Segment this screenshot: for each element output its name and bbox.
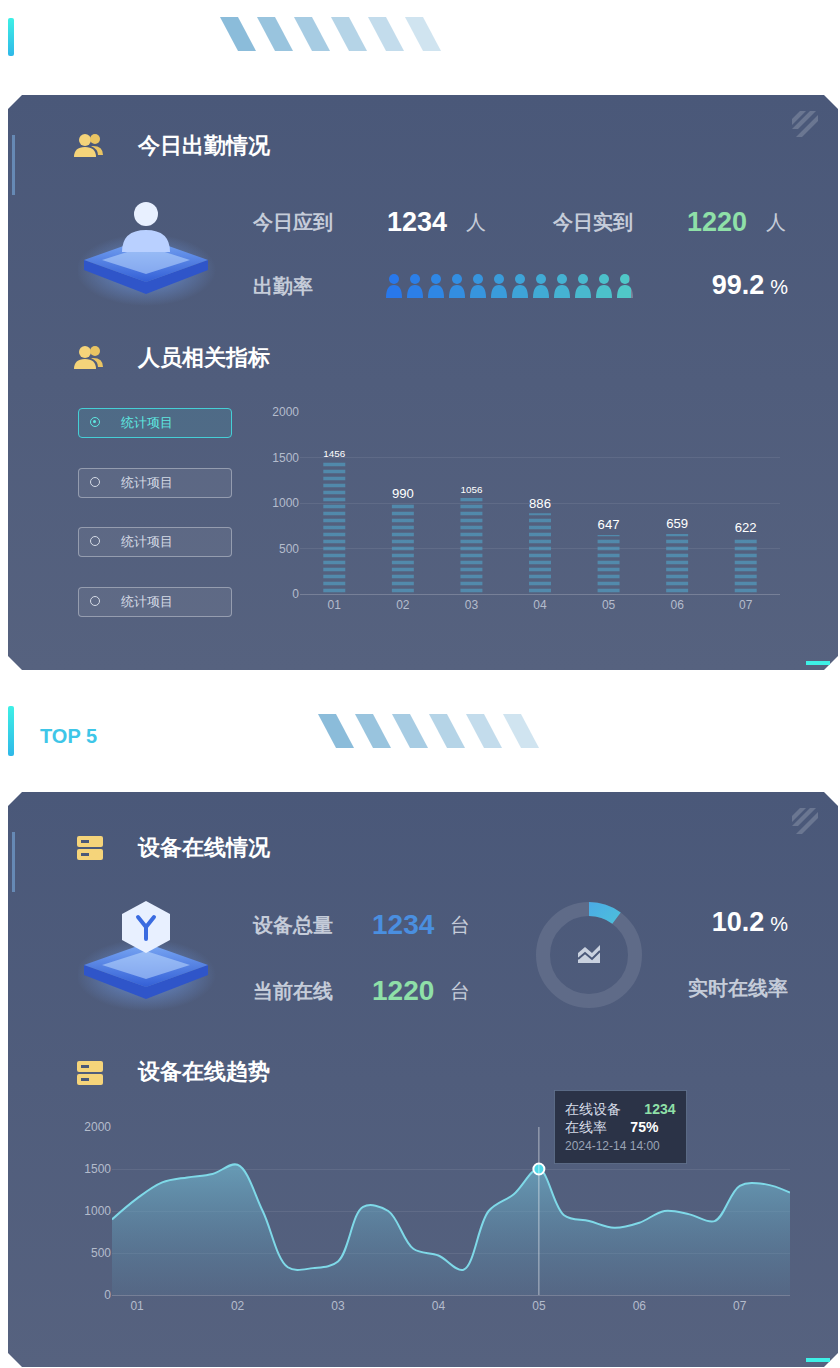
svg-text:500: 500 [279, 542, 299, 556]
html-text:TOP 5: TOP 5 [40, 725, 98, 747]
html-text:设备在线情况: 设备在线情况 [138, 835, 270, 860]
html-text:99.2 %: 99.2 % [711, 270, 788, 300]
svg-text:2000: 2000 [272, 405, 299, 419]
html-text:统计项目: 统计项目 [121, 475, 173, 490]
svg-text:1056: 1056 [460, 484, 482, 495]
svg-text:04: 04 [432, 1299, 446, 1313]
svg-text:01: 01 [328, 598, 342, 612]
html-text:1234: 1234 [387, 207, 448, 237]
svg-text:05: 05 [532, 1299, 546, 1313]
html-text:设备总量: 设备总量 [253, 914, 333, 936]
svg-text:02: 02 [231, 1299, 245, 1313]
html-text:人: 人 [766, 211, 786, 233]
svg-text:2000: 2000 [84, 1120, 111, 1134]
html-text:统计项目: 统计项目 [121, 415, 173, 430]
svg-text:01: 01 [130, 1299, 144, 1313]
html-text:人员相关指标: 人员相关指标 [138, 345, 270, 370]
svg-text:06: 06 [633, 1299, 647, 1313]
svg-text:1500: 1500 [272, 451, 299, 465]
svg-text:886: 886 [529, 496, 551, 511]
svg-text:04: 04 [533, 598, 547, 612]
svg-text:1000: 1000 [272, 496, 299, 510]
svg-text:07: 07 [739, 598, 753, 612]
svg-text:659: 659 [666, 516, 688, 531]
svg-text:1500: 1500 [84, 1162, 111, 1176]
svg-text:在线设备 1234在线率 75%2024: 在线设备 1234在线率 75%2024-12-14 14:00 [565, 1101, 676, 1153]
html-text:台: 台 [450, 980, 470, 1002]
svg-text:1456: 1456 [323, 448, 345, 459]
svg-text:0: 0 [104, 1288, 111, 1302]
html-text:实时在线率: 实时在线率 [688, 977, 788, 999]
html-text:今日出勤情况: 今日出勤情况 [138, 133, 270, 158]
svg-text:03: 03 [465, 598, 479, 612]
html-text:10.2 %: 10.2 % [711, 907, 788, 937]
html-text:1234: 1234 [372, 909, 435, 940]
svg-text:03: 03 [331, 1299, 345, 1313]
html-text:人: 人 [466, 211, 486, 233]
svg-text:500: 500 [91, 1246, 111, 1260]
html-text:1220: 1220 [687, 207, 748, 237]
html-text:统计项目: 统计项目 [121, 534, 173, 549]
html-text:台: 台 [450, 914, 470, 936]
svg-text:06: 06 [670, 598, 684, 612]
html-text:设备在线趋势: 设备在线趋势 [138, 1059, 270, 1084]
svg-text:02: 02 [396, 598, 410, 612]
svg-text:07: 07 [733, 1299, 747, 1313]
html-text:1220: 1220 [372, 975, 435, 1006]
svg-text:647: 647 [598, 517, 620, 532]
svg-text:622: 622 [735, 520, 757, 535]
svg-text:0: 0 [292, 587, 299, 601]
html-text:当前在线: 当前在线 [253, 980, 333, 1002]
svg-text:1000: 1000 [84, 1204, 111, 1218]
html-text:今日实到: 今日实到 [553, 211, 633, 233]
svg-text:990: 990 [392, 486, 414, 501]
html-text:统计项目: 统计项目 [121, 594, 173, 609]
html-text:出勤率: 出勤率 [253, 275, 313, 297]
svg-text:05: 05 [602, 598, 616, 612]
html-text:今日应到: 今日应到 [253, 211, 333, 233]
